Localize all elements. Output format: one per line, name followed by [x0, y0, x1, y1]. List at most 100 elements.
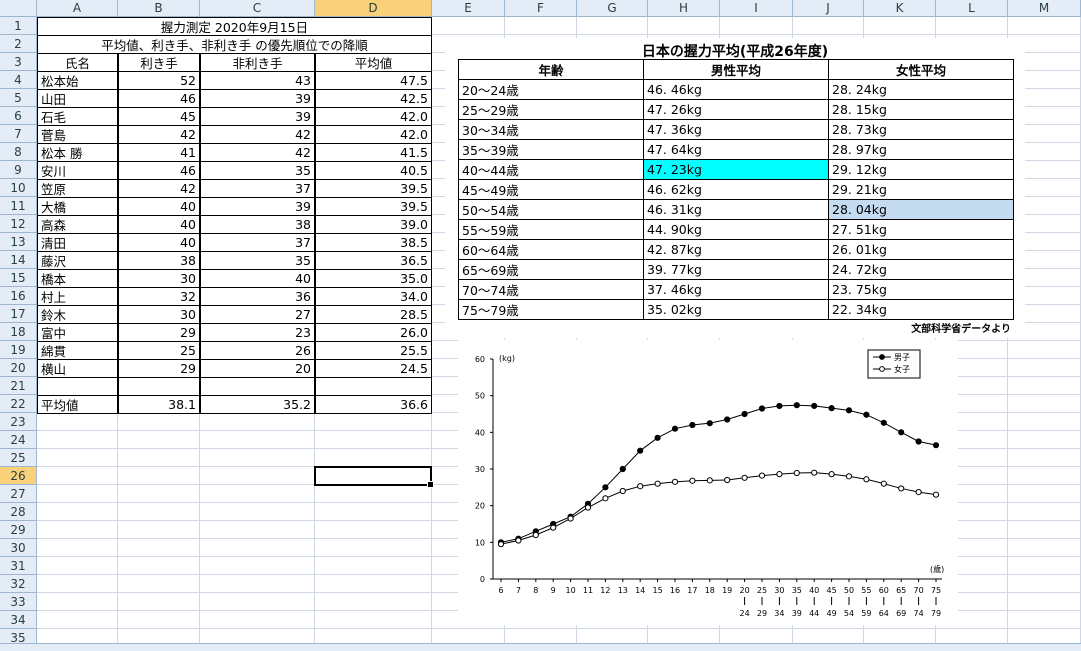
row-header-21[interactable]: 21 — [0, 377, 37, 395]
column-header-g[interactable]: G — [577, 0, 648, 17]
data-cell-r16-c1[interactable]: 32 — [118, 287, 200, 306]
row-header-32[interactable]: 32 — [0, 575, 37, 593]
data-cell-r13-c1[interactable]: 40 — [118, 233, 200, 252]
data-cell-r18-c2[interactable]: 23 — [200, 323, 315, 342]
row-header-18[interactable]: 18 — [0, 323, 37, 341]
data-cell-r8-c2[interactable]: 42 — [200, 143, 315, 162]
row-header-27[interactable]: 27 — [0, 485, 37, 503]
fill-handle[interactable] — [427, 481, 434, 488]
row-header-22[interactable]: 22 — [0, 395, 37, 413]
row-header-4[interactable]: 4 — [0, 71, 37, 89]
data-cell-r10-c3[interactable]: 39.5 — [315, 179, 432, 198]
data-cell-r17-c2[interactable]: 27 — [200, 305, 315, 324]
select-all-corner[interactable] — [0, 0, 37, 17]
data-cell-r11-c2[interactable]: 39 — [200, 197, 315, 216]
row-header-24[interactable]: 24 — [0, 431, 37, 449]
data-cell-r18-c1[interactable]: 29 — [118, 323, 200, 342]
cell-d21[interactable] — [315, 377, 432, 396]
data-cell-r10-c0[interactable]: 笠原 — [37, 179, 118, 198]
active-cell-d26[interactable] — [314, 466, 434, 488]
column-header-h[interactable]: H — [648, 0, 720, 17]
row-header-10[interactable]: 10 — [0, 179, 37, 197]
data-cell-r4-c1[interactable]: 52 — [118, 71, 200, 90]
data-cell-r15-c1[interactable]: 30 — [118, 269, 200, 288]
data-cell-r18-c0[interactable]: 富中 — [37, 323, 118, 342]
data-cell-r20-c2[interactable]: 20 — [200, 359, 315, 378]
data-cell-r14-c2[interactable]: 35 — [200, 251, 315, 270]
row-header-13[interactable]: 13 — [0, 233, 37, 251]
data-cell-r18-c3[interactable]: 26.0 — [315, 323, 432, 342]
data-cell-r17-c0[interactable]: 鈴木 — [37, 305, 118, 324]
data-cell-r11-c3[interactable]: 39.5 — [315, 197, 432, 216]
cell-avg-1[interactable]: 35.2 — [200, 395, 315, 414]
cell-b21[interactable] — [118, 377, 200, 396]
data-cell-r8-c3[interactable]: 41.5 — [315, 143, 432, 162]
column-header-m[interactable]: M — [1008, 0, 1081, 17]
row-header-30[interactable]: 30 — [0, 539, 37, 557]
header-cell-3[interactable]: 平均値 — [315, 53, 432, 72]
row-header-20[interactable]: 20 — [0, 359, 37, 377]
column-header-d[interactable]: D — [315, 0, 432, 17]
data-cell-r11-c1[interactable]: 40 — [118, 197, 200, 216]
header-cell-1[interactable]: 利き手 — [118, 53, 200, 72]
column-header-l[interactable]: L — [936, 0, 1008, 17]
row-header-16[interactable]: 16 — [0, 287, 37, 305]
data-cell-r14-c1[interactable]: 38 — [118, 251, 200, 270]
cell-a22-avg-label[interactable]: 平均値 — [37, 395, 118, 414]
row-header-29[interactable]: 29 — [0, 521, 37, 539]
data-cell-r19-c2[interactable]: 26 — [200, 341, 315, 360]
cell-a1-title[interactable]: 握力測定 2020年9月15日 — [37, 17, 432, 36]
row-header-26[interactable]: 26 — [0, 467, 37, 485]
data-cell-r4-c2[interactable]: 43 — [200, 71, 315, 90]
data-cell-r12-c0[interactable]: 高森 — [37, 215, 118, 234]
data-cell-r5-c0[interactable]: 山田 — [37, 89, 118, 108]
row-header-33[interactable]: 33 — [0, 593, 37, 611]
row-header-1[interactable]: 1 — [0, 17, 37, 35]
row-header-2[interactable]: 2 — [0, 35, 37, 53]
data-cell-r4-c3[interactable]: 47.5 — [315, 71, 432, 90]
data-cell-r12-c3[interactable]: 39.0 — [315, 215, 432, 234]
row-header-7[interactable]: 7 — [0, 125, 37, 143]
data-cell-r8-c1[interactable]: 41 — [118, 143, 200, 162]
column-header-a[interactable]: A — [37, 0, 118, 17]
data-cell-r16-c0[interactable]: 村上 — [37, 287, 118, 306]
data-cell-r13-c0[interactable]: 清田 — [37, 233, 118, 252]
data-cell-r9-c2[interactable]: 35 — [200, 161, 315, 180]
row-header-31[interactable]: 31 — [0, 557, 37, 575]
data-cell-r19-c3[interactable]: 25.5 — [315, 341, 432, 360]
row-header-3[interactable]: 3 — [0, 53, 37, 71]
column-header-b[interactable]: B — [118, 0, 200, 17]
row-header-12[interactable]: 12 — [0, 215, 37, 233]
row-header-19[interactable]: 19 — [0, 341, 37, 359]
data-cell-r11-c0[interactable]: 大橋 — [37, 197, 118, 216]
data-cell-r5-c2[interactable]: 39 — [200, 89, 315, 108]
row-header-5[interactable]: 5 — [0, 89, 37, 107]
row-header-6[interactable]: 6 — [0, 107, 37, 125]
header-cell-2[interactable]: 非利き手 — [200, 53, 315, 72]
data-cell-r6-c1[interactable]: 45 — [118, 107, 200, 126]
data-cell-r19-c0[interactable]: 綿貫 — [37, 341, 118, 360]
data-cell-r13-c3[interactable]: 38.5 — [315, 233, 432, 252]
data-cell-r7-c0[interactable]: 菅島 — [37, 125, 118, 144]
data-cell-r20-c0[interactable]: 横山 — [37, 359, 118, 378]
cell-avg-0[interactable]: 38.1 — [118, 395, 200, 414]
data-cell-r20-c3[interactable]: 24.5 — [315, 359, 432, 378]
data-cell-r6-c2[interactable]: 39 — [200, 107, 315, 126]
data-cell-r9-c1[interactable]: 46 — [118, 161, 200, 180]
data-cell-r17-c3[interactable]: 28.5 — [315, 305, 432, 324]
row-header-11[interactable]: 11 — [0, 197, 37, 215]
data-cell-r5-c3[interactable]: 42.5 — [315, 89, 432, 108]
row-header-9[interactable]: 9 — [0, 161, 37, 179]
data-cell-r8-c0[interactable]: 松本 勝 — [37, 143, 118, 162]
column-header-e[interactable]: E — [432, 0, 505, 17]
column-header-c[interactable]: C — [200, 0, 315, 17]
data-cell-r20-c1[interactable]: 29 — [118, 359, 200, 378]
header-cell-0[interactable]: 氏名 — [37, 53, 118, 72]
data-cell-r10-c2[interactable]: 37 — [200, 179, 315, 198]
data-cell-r10-c1[interactable]: 42 — [118, 179, 200, 198]
data-cell-r5-c1[interactable]: 46 — [118, 89, 200, 108]
data-cell-r16-c3[interactable]: 34.0 — [315, 287, 432, 306]
data-cell-r7-c2[interactable]: 42 — [200, 125, 315, 144]
data-cell-r7-c3[interactable]: 42.0 — [315, 125, 432, 144]
data-cell-r15-c2[interactable]: 40 — [200, 269, 315, 288]
